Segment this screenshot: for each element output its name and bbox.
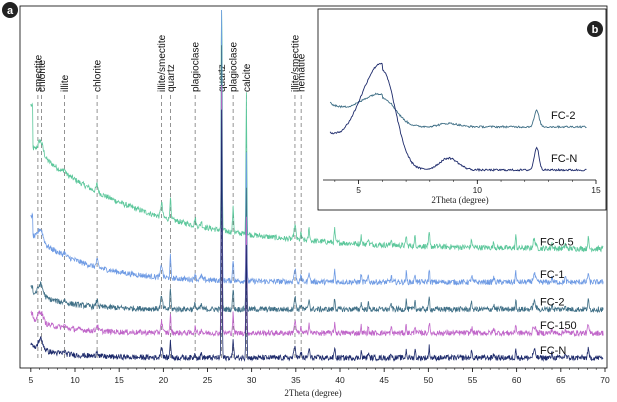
- series-label: FC-2: [540, 296, 564, 308]
- mineral-label: hematite: [297, 53, 308, 92]
- svg-text:b: b: [592, 24, 599, 36]
- x-tick-label: 5: [28, 375, 33, 385]
- mineral-label: plagioclase: [229, 42, 240, 92]
- panel-b-series: FC-2 FC-N: [329, 62, 587, 173]
- series-line: [30, 85, 604, 338]
- panel-b-x-axis: 5 10 15: [323, 179, 601, 195]
- x-tick-label: 10: [70, 375, 80, 385]
- x-tick-label: 65: [556, 375, 566, 385]
- mineral-label: plagioclase: [191, 42, 202, 92]
- panel-a-xlabel: 2Theta (degree): [284, 388, 341, 398]
- series-label: FC-1: [540, 269, 564, 281]
- series-label: FC-0.5: [540, 236, 574, 248]
- inset-series-label: FC-2: [551, 110, 575, 122]
- x-tick-label: 25: [203, 375, 213, 385]
- mineral-label: quartz: [166, 64, 177, 92]
- inset-series-label: FC-N: [551, 153, 577, 165]
- x-tick-label: 35: [291, 375, 301, 385]
- inset-x-tick-label: 10: [473, 185, 483, 195]
- series-line: [30, 9, 604, 286]
- series-line: [30, 109, 604, 362]
- series-label: FC-N: [540, 345, 566, 357]
- inset-x-tick-label: 15: [591, 185, 601, 195]
- panel-b-frame: [317, 8, 607, 211]
- mineral-label: illite/smectite: [157, 34, 168, 92]
- mineral-label: illite/smectite: [290, 34, 301, 92]
- x-tick-label: 70: [600, 375, 610, 385]
- panel-a-letter: a: [2, 2, 18, 18]
- panel-b-xlabel: 2Theta (degree): [431, 195, 488, 205]
- mineral-label: calcite: [242, 63, 253, 92]
- panel-a-x-axis: 5 10 15 20 25 30 35 40 45 50 55 60 65 70: [28, 368, 610, 385]
- mineral-label: smectite: [33, 54, 44, 92]
- x-tick-label: 50: [424, 375, 434, 385]
- x-tick-label: 45: [379, 375, 389, 385]
- mineral-label: illite: [60, 74, 71, 92]
- panel-b-letter: b: [587, 21, 603, 37]
- series-line: [30, 45, 604, 314]
- x-tick-label: 40: [335, 375, 345, 385]
- inset-series-line: [329, 92, 587, 129]
- svg-text:a: a: [7, 5, 14, 17]
- mineral-label: chlorite: [93, 59, 104, 92]
- x-tick-label: 15: [114, 375, 124, 385]
- mineral-label: chlorite: [37, 59, 48, 92]
- x-tick-label: 20: [159, 375, 169, 385]
- x-tick-label: 30: [247, 375, 257, 385]
- mineral-label: quartz: [217, 64, 228, 92]
- x-tick-label: 60: [512, 375, 522, 385]
- inset-x-tick-label: 5: [356, 185, 361, 195]
- series-label: FC-150: [540, 320, 577, 332]
- x-tick-label: 55: [468, 375, 478, 385]
- inset-series-line: [329, 62, 587, 173]
- panel-a-series: FC-0.5 FC-1 FC-2 FC-150 FC-N: [30, 9, 604, 362]
- series-line: [30, 9, 604, 253]
